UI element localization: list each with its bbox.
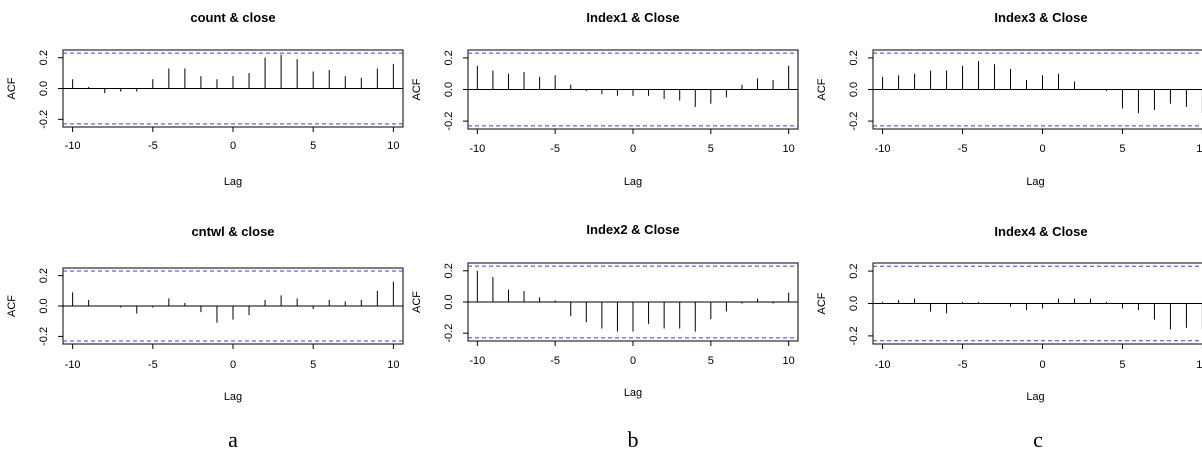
panel-1-xtick-label-10: 10 [387, 140, 399, 152]
panel-3-ytick-label--0.2: -0.2 [443, 112, 455, 131]
panel-4-ytick-label--0.2: -0.2 [443, 324, 455, 343]
panel-2-xlabel: Lag [224, 391, 242, 403]
panel-5-ytick-label-0: 0.0 [848, 82, 860, 97]
panel-3-xtick-label--5: -5 [550, 143, 560, 155]
panel-5-ytick-label-0.2: 0.2 [848, 50, 860, 65]
panel-6-ytick-label-0: 0.0 [848, 296, 860, 311]
panel-1-ylabel: ACF [6, 77, 18, 99]
panel-3-ytick-label-0: 0.0 [443, 82, 455, 97]
panel-2-ylabel: ACF [6, 295, 18, 317]
panel-1-ytick-label-0.2: 0.2 [38, 50, 50, 65]
panel-4-xlabel: Lag [624, 387, 642, 399]
panel-4-ytick-label-0: 0.0 [443, 294, 455, 309]
panel-6-title: Index4 & Close [994, 224, 1087, 239]
panel-1-xtick-label-0: 0 [230, 140, 236, 152]
panel-5-ylabel: ACF [816, 78, 828, 100]
panel-1-title: count & close [190, 10, 275, 25]
panel-4-xtick-label--5: -5 [550, 355, 560, 367]
panel-3-xtick-label-5: 5 [708, 143, 714, 155]
panel-3-xtick-label-10: 10 [783, 143, 795, 155]
panel-5-xlabel: Lag [1026, 176, 1044, 188]
panel-2-ytick-label-0: 0.0 [38, 298, 50, 313]
panel-5-ytick-label--0.2: -0.2 [848, 112, 860, 131]
panel-6-xtick-label--5: -5 [958, 359, 968, 371]
panel-2-xtick-label--5: -5 [148, 359, 158, 371]
panel-3-title: Index1 & Close [586, 10, 679, 25]
panel-4-title: Index2 & Close [586, 222, 679, 237]
panel-1-xtick-label--10: -10 [65, 140, 81, 152]
panel-6-ytick-label-0.2: 0.2 [848, 263, 860, 278]
panel-4-xtick-label-0: 0 [630, 355, 636, 367]
panel-6-ytick-label--0.2: -0.2 [848, 326, 860, 345]
panel-6-xtick-label-5: 5 [1119, 359, 1125, 371]
panel-3-xlabel: Lag [624, 176, 642, 188]
panel-4-xtick-label-10: 10 [783, 355, 795, 367]
panel-3-letter: b [628, 427, 639, 452]
panel-6-xtick-label-0: 0 [1039, 359, 1045, 371]
panel-2-xtick-label--10: -10 [65, 359, 81, 371]
panel-6-xtick-label-10: 10 [1196, 359, 1202, 371]
panel-2-xtick-label-0: 0 [230, 359, 236, 371]
panel-6-xtick-label--10: -10 [875, 359, 891, 371]
panel-3-xtick-label-0: 0 [630, 143, 636, 155]
panel-6-ylabel: ACF [816, 292, 828, 314]
panel-5-letter: c [1033, 427, 1043, 452]
panel-5-xtick-label-10: 10 [1196, 143, 1202, 155]
panel-2-title: cntwl & close [191, 224, 274, 239]
panel-5-xtick-label--5: -5 [958, 143, 968, 155]
panel-4-xtick-label--10: -10 [469, 355, 485, 367]
panel-5-xtick-label-5: 5 [1119, 143, 1125, 155]
panel-2-ytick-label--0.2: -0.2 [38, 327, 50, 346]
panel-1-ytick-label--0.2: -0.2 [38, 110, 50, 129]
panel-1-ytick-label-0: 0.0 [38, 81, 50, 96]
panel-1-letter: a [228, 427, 238, 452]
panel-2-xtick-label-5: 5 [310, 359, 316, 371]
panel-1-xlabel: Lag [224, 176, 242, 188]
panel-2-ytick-label-0.2: 0.2 [38, 268, 50, 283]
panel-4-ylabel: ACF [411, 291, 423, 313]
panel-4-ytick-label-0.2: 0.2 [443, 263, 455, 278]
panel-1-xtick-label--5: -5 [148, 140, 158, 152]
panel-4-xtick-label-5: 5 [708, 355, 714, 367]
panel-3-xtick-label--10: -10 [469, 143, 485, 155]
panel-1-xtick-label-5: 5 [310, 140, 316, 152]
panel-5-xtick-label-0: 0 [1039, 143, 1045, 155]
panel-6-xlabel: Lag [1026, 391, 1044, 403]
panel-3-ytick-label-0.2: 0.2 [443, 50, 455, 65]
panel-5-xtick-label--10: -10 [875, 143, 891, 155]
panel-2-xtick-label-10: 10 [387, 359, 399, 371]
panel-5-title: Index3 & Close [994, 10, 1087, 25]
panel-3-ylabel: ACF [411, 78, 423, 100]
